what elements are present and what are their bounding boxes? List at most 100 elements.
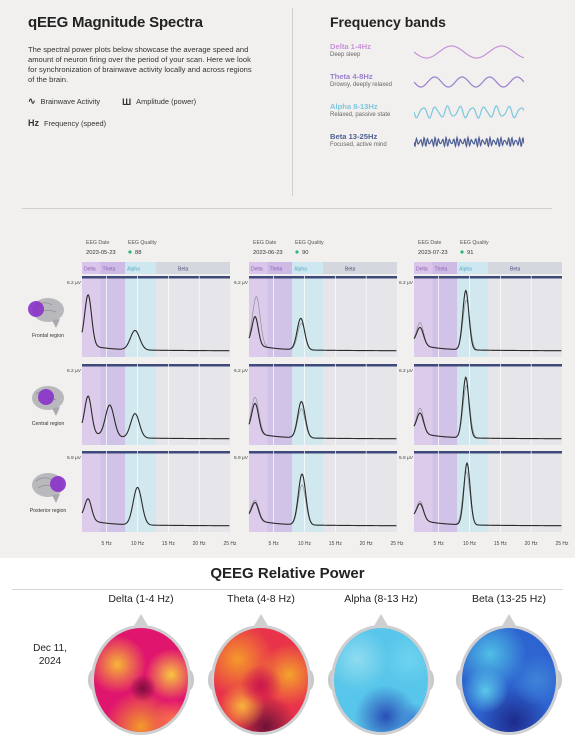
band-shade xyxy=(414,276,433,357)
col-theta: Theta (4-8 Hz) xyxy=(227,593,295,605)
x-tick-label: 20 Hz xyxy=(525,541,539,547)
brain-stem xyxy=(52,319,60,328)
legend-brainwave: ∿ Brainwave Activity xyxy=(28,96,100,107)
band-shade xyxy=(82,451,101,532)
x-tick-label: 25 Hz xyxy=(555,541,569,547)
relative-power-title: QEEG Relative Power xyxy=(210,565,365,582)
spectrum-line xyxy=(413,289,562,352)
col-beta: Beta (13-25 Hz) xyxy=(471,593,547,605)
amplitude-icon: Ш xyxy=(122,96,132,107)
x-tick-label: 15 Hz xyxy=(162,541,176,547)
spectrum-line xyxy=(81,395,230,440)
band-delta-name: Delta 1-4Hz xyxy=(330,42,371,51)
intro-block: qEEG Magnitude Spectra The spectral powe… xyxy=(28,14,273,128)
spectra-charts: EEG Date 2023-05-23 EEG Quality 88 Delta Thet… xyxy=(28,240,569,547)
band-strip-label: Delta xyxy=(251,267,263,273)
band-strip xyxy=(457,262,488,274)
eeg-date: 2023-06-23 xyxy=(253,250,283,256)
wave-line xyxy=(414,135,524,149)
band-strip-label: Beta xyxy=(510,267,521,273)
intro-title: qEEG Magnitude Spectra xyxy=(28,14,203,31)
col-delta: Delta (1-4 Hz) xyxy=(108,593,174,605)
wave-line xyxy=(414,105,524,119)
legend-row-1: ∿ Brainwave Activity Ш Amplitude (power) xyxy=(28,96,273,107)
x-tick-label: 15 Hz xyxy=(329,541,343,547)
band-strip-label: Theta xyxy=(103,267,116,273)
band-delta-desc: Deep sleep xyxy=(330,52,361,58)
ymax-label: 6.2 µV xyxy=(67,280,82,286)
frequency-icon: Hz xyxy=(28,118,39,128)
band-beta: Beta 13-25Hz Focused, active mind xyxy=(330,132,560,162)
x-tick-label: 25 Hz xyxy=(223,541,237,547)
band-shade xyxy=(100,276,126,357)
band-alpha: Alpha 8-13Hz Relaxed, passive state xyxy=(330,102,560,132)
plot-top-bar xyxy=(249,364,397,367)
plot-top-bar xyxy=(249,276,397,279)
col-alpha: Alpha (8-13 Hz) xyxy=(344,593,418,605)
band-strip xyxy=(488,262,562,274)
topomap-blob xyxy=(511,654,556,706)
band-strip xyxy=(82,262,101,274)
band-strip-label: Alpha xyxy=(459,267,472,273)
brainwave-icon: ∿ xyxy=(28,96,36,106)
spectrum-line xyxy=(248,473,397,527)
alpha-wave-icon xyxy=(414,105,524,119)
band-theta: Theta 4-8Hz Drowsy, deeply relaxed xyxy=(330,72,560,102)
horizontal-divider xyxy=(22,208,552,209)
band-strip xyxy=(432,262,458,274)
band-shade xyxy=(267,276,293,357)
spectra-section: qEEG Magnitude Spectra The spectral powe… xyxy=(0,0,575,558)
band-shade xyxy=(292,451,323,532)
band-shade xyxy=(82,364,101,445)
band-theta-name: Theta 4-8Hz xyxy=(330,72,373,81)
legend-amplitude: Ш Amplitude (power) xyxy=(122,97,196,107)
eeg-quality-label: EEG Quality xyxy=(295,240,324,246)
x-tick-label: 5 Hz xyxy=(434,541,445,547)
band-shade xyxy=(432,276,458,357)
plot-top-bar xyxy=(414,276,562,279)
ymax-label: 6.2 µV xyxy=(399,368,414,374)
quality-dot-icon xyxy=(460,250,464,254)
legend-frequency: Hz Frequency (speed) xyxy=(28,118,106,128)
spectrum-line xyxy=(248,315,397,352)
band-beta-name: Beta 13-25Hz xyxy=(330,132,378,141)
eeg-date-label: EEG Date xyxy=(86,240,109,246)
eeg-date-label: EEG Date xyxy=(253,240,276,246)
scan-date: Dec 11, 2024 xyxy=(33,643,67,667)
band-shade xyxy=(249,364,268,445)
band-shade xyxy=(249,276,268,357)
band-theta-desc: Drowsy, deeply relaxed xyxy=(330,82,392,88)
ymax-label: 5.9 µV xyxy=(399,455,414,461)
delta-wave-icon xyxy=(414,45,524,59)
plot-top-bar xyxy=(249,451,397,454)
topomap-blob xyxy=(145,648,188,701)
band-strip xyxy=(100,262,126,274)
band-strip-label: Theta xyxy=(435,267,448,273)
band-strip xyxy=(323,262,397,274)
band-strip-label: Delta xyxy=(84,267,96,273)
band-strip-label: Alpha xyxy=(294,267,307,273)
topomap-delta xyxy=(88,614,194,735)
band-shade xyxy=(100,451,126,532)
x-tick-label: 10 Hz xyxy=(131,541,145,547)
topomap-theta xyxy=(208,614,314,735)
band-strip xyxy=(292,262,323,274)
band-strip xyxy=(267,262,293,274)
brain-posterior-icon xyxy=(32,473,66,503)
band-alpha-name: Alpha 8-13Hz xyxy=(330,102,378,111)
band-shade xyxy=(414,451,433,532)
x-tick-label: 10 Hz xyxy=(298,541,312,547)
eeg-date-label: EEG Date xyxy=(418,240,441,246)
relative-power-divider xyxy=(12,589,563,590)
topomap-blob xyxy=(383,633,428,686)
band-shade xyxy=(125,276,156,357)
topomap-blob xyxy=(94,635,147,694)
ymax-label: 6.2 µV xyxy=(67,368,82,374)
topomap-blob xyxy=(129,674,157,702)
x-tick-label: 25 Hz xyxy=(390,541,404,547)
band-shade xyxy=(267,451,293,532)
theta-wave-icon xyxy=(414,76,524,88)
topomap-fill xyxy=(214,628,308,732)
x-tick-label: 10 Hz xyxy=(463,541,477,547)
spectrum-line xyxy=(81,293,230,352)
